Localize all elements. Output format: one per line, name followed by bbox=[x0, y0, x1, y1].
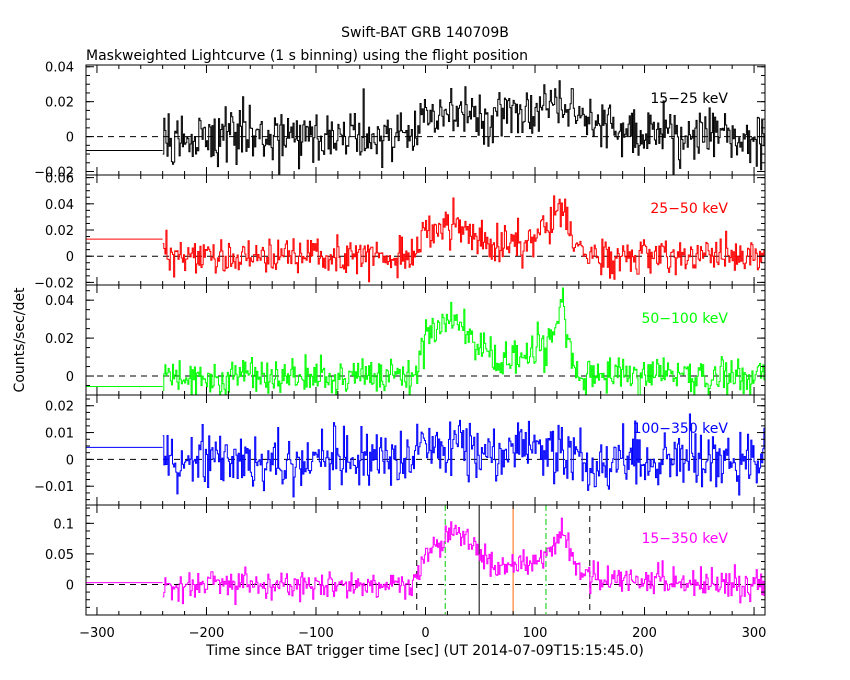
y-tick-label: −0.02 bbox=[34, 166, 74, 181]
x-tick-label: −200 bbox=[189, 626, 225, 641]
y-tick-label: 0.02 bbox=[45, 400, 74, 415]
x-axis-label: Time since BAT trigger time [sec] (UT 20… bbox=[205, 643, 644, 659]
x-tick-label: −100 bbox=[298, 626, 334, 641]
y-tick-label: −0.02 bbox=[34, 276, 74, 291]
series-line bbox=[162, 287, 765, 395]
panel-5: 0 0.05 0.1 15−350 keV bbox=[45, 504, 766, 616]
y-tick-label: 0.04 bbox=[45, 61, 74, 76]
panel-energy-label: 25−50 keV bbox=[650, 201, 728, 217]
series-line bbox=[162, 80, 765, 175]
panel-4-plot bbox=[86, 413, 765, 498]
panel-5-plot bbox=[86, 505, 765, 615]
y-tick-label: 0.1 bbox=[53, 517, 74, 532]
y-tick-label: 0.02 bbox=[45, 332, 74, 347]
x-tick-label: 0 bbox=[421, 626, 429, 641]
y-tick-label: 0 bbox=[66, 250, 74, 265]
x-tick-label: −300 bbox=[79, 626, 115, 641]
y-tick-label: 0.04 bbox=[45, 294, 74, 309]
x-tick-label: 300 bbox=[742, 626, 767, 641]
x-tick-label: 200 bbox=[632, 626, 657, 641]
panel-1-plot bbox=[86, 80, 765, 175]
panel-energy-label: 15−350 keV bbox=[641, 531, 728, 547]
y-tick-label: 0 bbox=[66, 453, 74, 468]
y-tick-label: 0.04 bbox=[45, 198, 74, 213]
y-tick-label: 0.02 bbox=[45, 224, 74, 239]
panel-4: −0.01 0 0.01 0.02 100−350 keV bbox=[34, 394, 766, 506]
y-axis-label: Counts/sec/det bbox=[12, 287, 28, 392]
series-line bbox=[162, 517, 765, 605]
series-line bbox=[162, 413, 765, 498]
panel-energy-label: 15−25 keV bbox=[650, 91, 728, 107]
y-tick-label: 0.01 bbox=[45, 427, 74, 442]
panel-frame bbox=[85, 504, 766, 616]
panel-energy-label: 100−350 keV bbox=[633, 421, 729, 437]
chart-title: Swift-BAT GRB 140709B bbox=[341, 25, 509, 41]
y-tick-label: −0.01 bbox=[34, 480, 74, 495]
panel-1: −0.02 0 0.02 0.04 15−25 keV bbox=[34, 61, 766, 181]
chart-subtitle: Maskweighted Lightcurve (1 s binning) us… bbox=[86, 48, 528, 64]
panel-3-plot bbox=[86, 287, 765, 395]
y-tick-label: 0.05 bbox=[45, 548, 74, 563]
panel-energy-label: 50−100 keV bbox=[641, 311, 728, 327]
y-tick-label: 0 bbox=[66, 131, 74, 146]
x-tick-label: 100 bbox=[523, 626, 548, 641]
series-line bbox=[162, 195, 765, 283]
y-tick-label: 0.02 bbox=[45, 96, 74, 111]
panels-group: −0.02 0 0.02 0.04 15−25 keV −0.02 0 0.02 0.04 0.0… bbox=[34, 61, 766, 641]
y-tick-label: 0 bbox=[66, 578, 74, 593]
y-tick-label: 0.06 bbox=[45, 172, 74, 187]
panel-2-plot bbox=[86, 195, 765, 283]
panel-3: 0 0.02 0.04 50−100 keV bbox=[45, 284, 766, 396]
panel-2: −0.02 0 0.02 0.04 0.06 25−50 keV bbox=[34, 172, 766, 291]
y-tick-label: 0 bbox=[66, 370, 74, 385]
